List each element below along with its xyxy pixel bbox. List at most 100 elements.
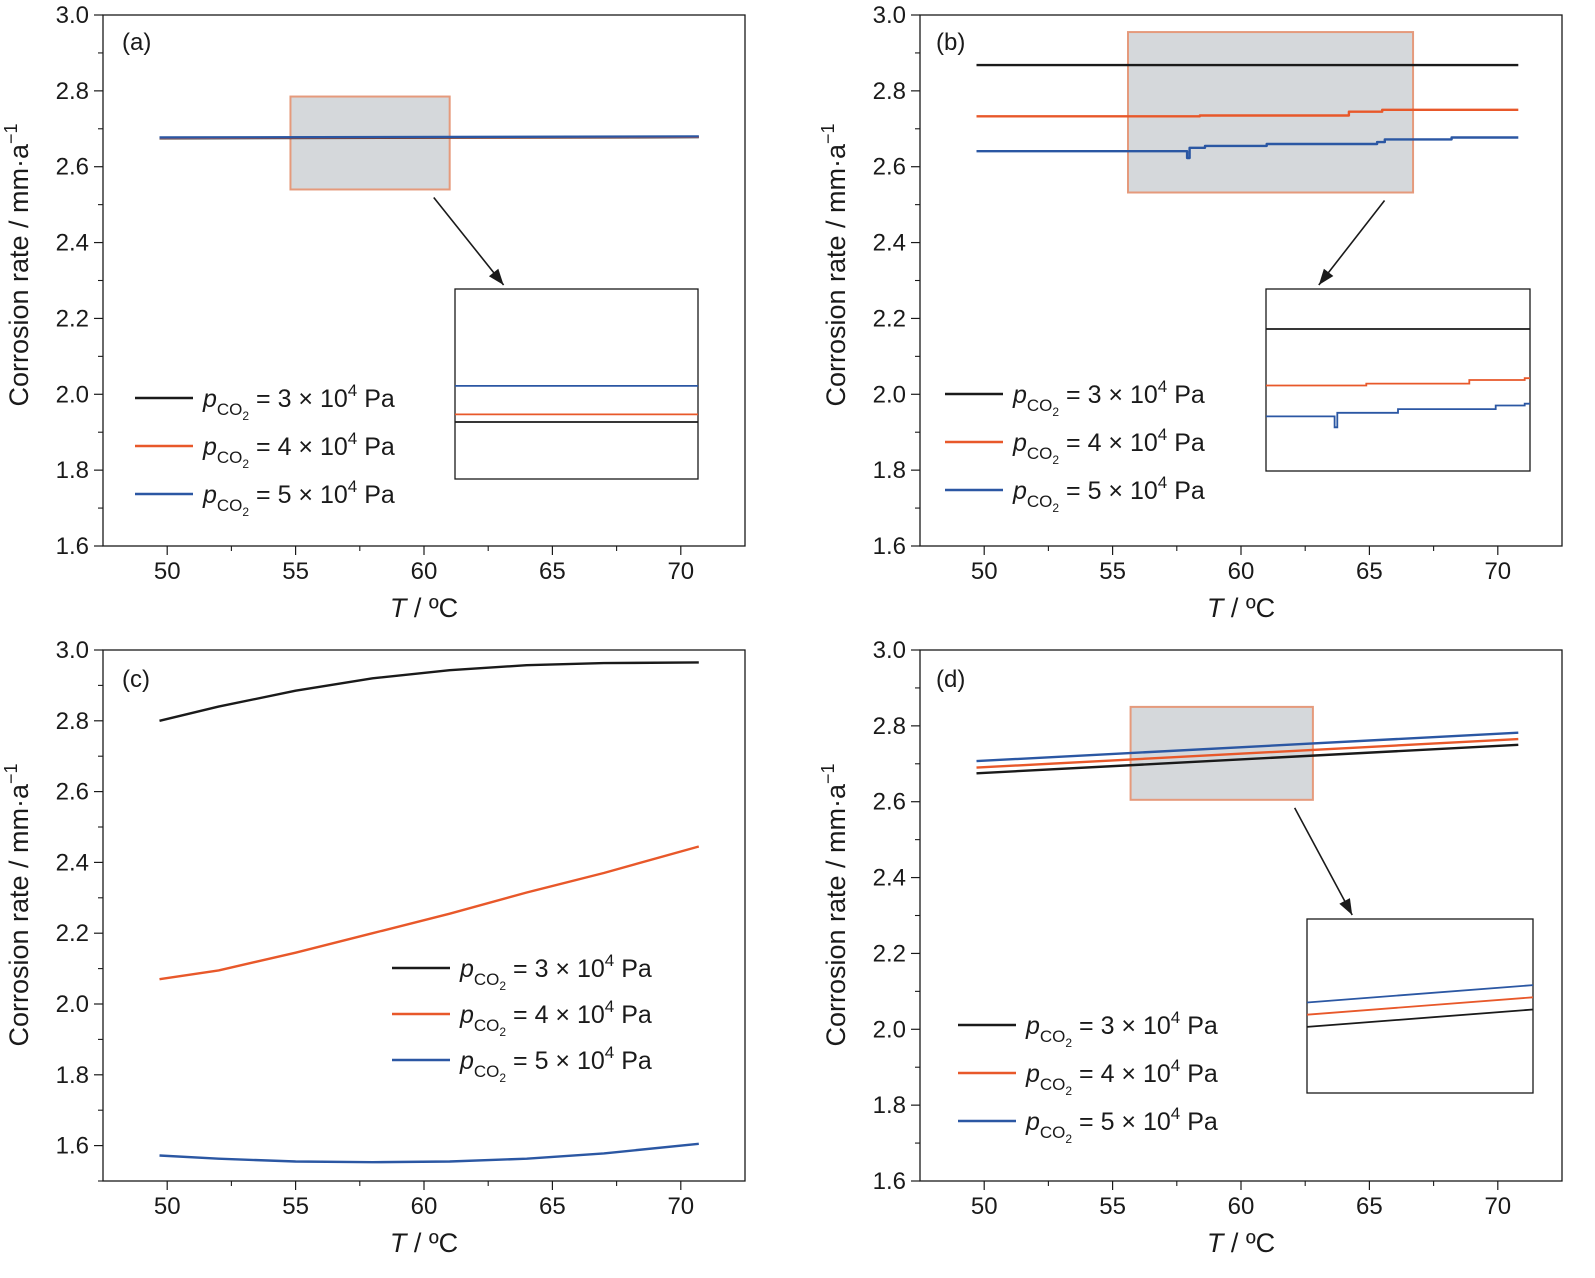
- legend-entry: pCO2 = 5 × 104 Pa: [202, 477, 395, 519]
- chart-panel-c: 50 55 60 65 70 1.6 1.8 2.0 2.2 2.4 2.6 2.8 3.0 (c) T /…: [1, 637, 746, 1258]
- y-tick-label: 2.4: [873, 865, 906, 892]
- legend-subscript: CO: [1040, 1123, 1066, 1142]
- y-tick-label: 2.8: [873, 78, 906, 105]
- legend-unit: Pa: [1180, 1060, 1218, 1088]
- x-tick-label: 60: [411, 558, 438, 585]
- legend-unit: Pa: [1180, 1108, 1218, 1136]
- y-tick-label: 2.8: [873, 713, 906, 740]
- legend-value: = 3 × 10: [1072, 1012, 1171, 1040]
- inset-line-orange: [1306, 996, 1534, 1016]
- y-axis-label: Corrosion rate / mm·a−1: [818, 123, 851, 406]
- y-axis-label-exponent: −1: [818, 763, 838, 784]
- legend-exponent: 4: [1171, 1056, 1180, 1075]
- series-line-blue: [159, 135, 699, 139]
- y-axis-label-main: Corrosion rate / mm·a: [821, 783, 851, 1047]
- zoom-arrow-head: [1339, 898, 1353, 915]
- x-tick-label: 70: [1484, 558, 1511, 585]
- x-tick-label: 70: [667, 1193, 694, 1220]
- legend-unit: Pa: [357, 385, 395, 413]
- series-line-blue: [159, 1142, 699, 1164]
- x-axis-label: T / ºC: [390, 593, 458, 623]
- legend-unit: Pa: [614, 1047, 652, 1075]
- series-line-orange: [159, 845, 700, 981]
- x-axis-label-unit: / ºC: [406, 593, 458, 623]
- x-tick-label: 50: [971, 1193, 998, 1220]
- x-tick-label: 60: [411, 1193, 438, 1220]
- y-tick-label: 2.6: [56, 154, 89, 181]
- legend-exponent: 4: [605, 1043, 614, 1062]
- legend-subsubscript: 2: [1052, 453, 1059, 467]
- series-line-blue: [976, 136, 1519, 160]
- legend-value: = 3 × 10: [249, 385, 348, 413]
- legend-unit: Pa: [614, 955, 652, 983]
- y-tick-label: 1.6: [873, 1168, 906, 1195]
- inset-line-blue: [1266, 402, 1530, 429]
- legend-subsubscript: 2: [1065, 1132, 1072, 1146]
- x-tick-label: 55: [282, 1193, 309, 1220]
- y-tick-label: 2.6: [56, 779, 89, 806]
- legend-entry: pCO2 = 5 × 104 Pa: [1012, 473, 1205, 515]
- x-tick-label: 50: [971, 558, 998, 585]
- zoom-arrow-line: [1318, 200, 1386, 286]
- x-axis-label-symbol: T: [1207, 593, 1226, 623]
- legend-exponent: 4: [1158, 377, 1167, 396]
- legend-subsubscript: 2: [242, 409, 249, 423]
- y-tick-label: 3.0: [56, 2, 89, 29]
- inset-frame: [454, 288, 699, 480]
- y-axis-label-exponent: −1: [1, 763, 21, 784]
- legend-exponent: 4: [1171, 1008, 1180, 1027]
- legend-subscript: CO: [217, 400, 243, 419]
- y-axis-label-main: Corrosion rate / mm·a: [821, 143, 851, 407]
- legend-subsubscript: 2: [1065, 1084, 1072, 1098]
- chart-panel-b: 50 55 60 65 70 1.6 1.8 2.0 2.2 2.4 2.6 2.8 3.0 (b) T /…: [818, 2, 1563, 623]
- x-tick-label: 65: [1356, 558, 1383, 585]
- legend-exponent: 4: [1171, 1104, 1180, 1123]
- legend-symbol-p: p: [202, 433, 217, 461]
- x-axis-label-symbol: T: [1207, 1228, 1226, 1258]
- legend-value: = 5 × 10: [1072, 1108, 1171, 1136]
- series-line-black: [976, 743, 1519, 775]
- legend-subscript: CO: [474, 970, 500, 989]
- panel-label: (b): [936, 29, 965, 56]
- x-tick-label: 50: [154, 558, 181, 585]
- y-tick-label: 2.2: [873, 305, 906, 332]
- legend-subsubscript: 2: [1052, 405, 1059, 419]
- legend-value: = 5 × 10: [249, 481, 348, 509]
- x-axis-label-unit: / ºC: [1223, 593, 1275, 623]
- zoom-arrow-head: [488, 268, 504, 285]
- legend-symbol-p: p: [459, 955, 474, 983]
- y-tick-label: 2.0: [873, 1016, 906, 1043]
- x-axis-label-symbol: T: [390, 593, 409, 623]
- legend-entry: pCO2 = 3 × 104 Pa: [1025, 1008, 1218, 1050]
- x-tick-label: 65: [539, 558, 566, 585]
- plot-frame: [102, 649, 746, 1182]
- legend-symbol-p: p: [459, 1001, 474, 1029]
- y-axis-label-exponent: −1: [1, 123, 21, 144]
- y-tick-label: 2.4: [56, 849, 89, 876]
- legend-exponent: 4: [348, 477, 357, 496]
- x-tick-label: 50: [154, 1193, 181, 1220]
- x-axis-label-symbol: T: [390, 1228, 409, 1258]
- legend-subscript: CO: [474, 1016, 500, 1035]
- legend-symbol-p: p: [1012, 381, 1027, 409]
- y-tick-label: 2.2: [873, 940, 906, 967]
- legend-value: = 3 × 10: [1059, 381, 1158, 409]
- y-axis-label-main: Corrosion rate / mm·a: [4, 143, 34, 407]
- x-axis-label-unit: / ºC: [406, 1228, 458, 1258]
- panel-label: (a): [122, 29, 151, 56]
- legend-subscript: CO: [1040, 1027, 1066, 1046]
- legend-exponent: 4: [1158, 473, 1167, 492]
- legend-subsubscript: 2: [499, 1071, 506, 1085]
- zoom-inset: [1265, 288, 1531, 472]
- legend-entry: pCO2 = 3 × 104 Pa: [1012, 377, 1205, 419]
- x-tick-label: 65: [539, 1193, 566, 1220]
- zoom-arrow-line: [433, 196, 505, 286]
- legend-exponent: 4: [605, 951, 614, 970]
- legend-subsubscript: 2: [499, 1025, 506, 1039]
- legend-value: = 3 × 10: [506, 955, 605, 983]
- legend-entry: pCO2 = 4 × 104 Pa: [1012, 425, 1205, 467]
- y-tick-label: 1.6: [56, 1133, 89, 1160]
- y-tick-label: 2.4: [873, 230, 906, 257]
- x-tick-label: 55: [1099, 1193, 1126, 1220]
- y-tick-label: 2.8: [56, 708, 89, 735]
